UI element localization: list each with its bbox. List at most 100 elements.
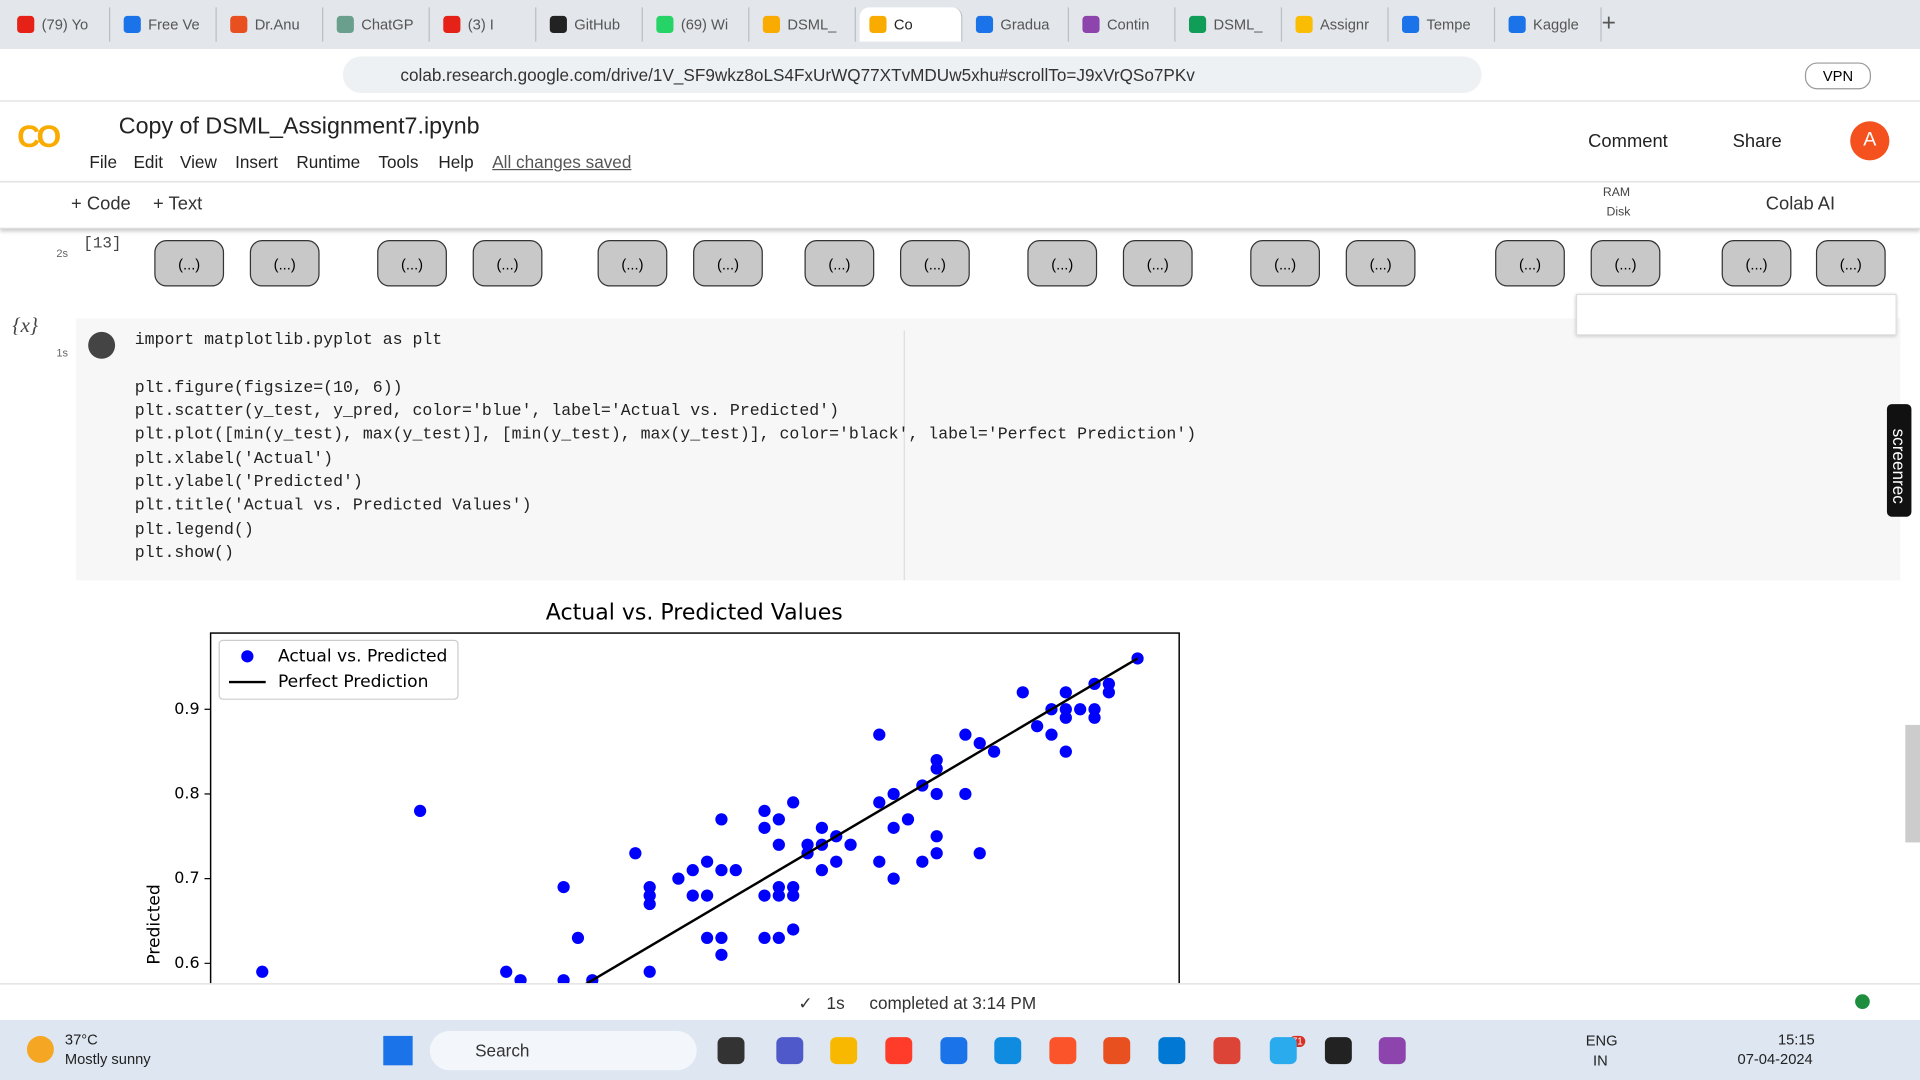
point [758,804,771,818]
share[interactable]: Share [1732,131,1782,152]
browser-tab[interactable]: Free Ve [114,7,217,42]
app-icon[interactable] [1324,1037,1352,1065]
browser-tab[interactable]: Tempe [1392,7,1496,42]
app-icon[interactable] [830,1037,858,1065]
menu-item[interactable]: Help [438,151,474,172]
avatar[interactable]: A [1850,121,1890,161]
search-box[interactable] [429,1031,697,1071]
code-line: plt.scatter(y_test, y_pred, color='blue'… [134,402,840,422]
app-icon[interactable] [1269,1037,1297,1065]
point [1102,686,1115,699]
app-icon[interactable] [994,1037,1022,1065]
point [514,974,527,984]
menu-item[interactable]: View [180,151,217,172]
browser-tab[interactable]: Kaggle [1499,7,1602,42]
chart-title: Actual vs. Predicted Values [546,600,843,625]
add-code[interactable]: + Code [71,193,131,215]
browser-tab[interactable]: Dr.Anu [220,7,324,42]
save-status[interactable]: All changes saved [492,151,632,172]
point [787,880,800,894]
code-line: plt.plot([min(y_test), max(y_test)], [mi… [134,426,1197,445]
code-line: plt.figure(figsize=(10, 6)) [134,379,403,398]
app-icon[interactable] [940,1037,968,1065]
point [815,821,829,834]
vpn[interactable]: VPN [1804,62,1872,90]
app-icon[interactable] [1213,1037,1241,1065]
start-button[interactable] [383,1035,413,1066]
colab-ai[interactable]: Colab AI [1765,193,1836,215]
point [629,847,642,860]
code-line: plt.show() [134,545,234,564]
url[interactable]: colab.research.google.com/drive/1V_SF9wk… [400,64,1195,85]
scrollbar[interactable] [1905,724,1920,843]
browser-tab[interactable]: Gradua [966,7,1069,42]
browser-tab[interactable]: GitHub [540,7,643,42]
comment[interactable]: Comment [1588,131,1668,152]
point [844,838,857,851]
exec-time: 1s [56,346,68,359]
menu-item[interactable]: File [89,151,118,172]
screenrec[interactable]: screenrec [1889,428,1909,504]
point [1102,677,1115,690]
variables-icon[interactable]: {x} [12,313,39,337]
language[interactable]: ENG [1585,1032,1618,1050]
point [873,728,886,741]
notebook-title[interactable]: Copy of DSML_Assignment7.ipynb [118,113,480,140]
tree-node: (...) [1815,240,1886,287]
y-tick-label: 0.9 [174,699,199,718]
point [959,728,972,741]
browser-tab[interactable]: Co [859,7,963,42]
point [1088,703,1101,716]
date[interactable]: 07-04-2024 [1737,1050,1813,1068]
menu-item[interactable]: Edit [133,151,164,172]
point [256,965,269,978]
region[interactable]: IN [1593,1051,1608,1069]
url-box[interactable] [342,56,1482,94]
add-text[interactable]: + Text [153,193,203,215]
browser-tab[interactable]: ChatGP [327,7,430,42]
app-icon[interactable] [1158,1037,1186,1065]
run-button[interactable] [88,331,116,359]
y-tick-label: 0.6 [174,953,199,972]
point [830,855,843,868]
screenrec-badge[interactable] [1886,404,1912,517]
legend-label: Actual vs. Predicted [278,646,447,666]
app-icon[interactable] [1049,1037,1077,1065]
app-icon[interactable] [885,1037,913,1065]
browser-tab[interactable]: Assignr [1286,7,1389,42]
browser-tab[interactable]: (79) Yo [7,7,111,42]
point [643,889,656,902]
app-icon[interactable] [1103,1037,1131,1065]
point [758,889,771,902]
point [815,864,829,877]
point [887,872,900,885]
app-icon[interactable] [776,1037,804,1065]
browser-tab[interactable]: DSML_ [1179,7,1283,42]
menu-item[interactable]: Insert [235,151,278,172]
search[interactable]: Search [475,1040,530,1061]
point [987,745,1001,758]
browser-tab[interactable]: Contin [1073,7,1176,42]
point [1031,720,1044,733]
exec-time: 2s [56,247,68,260]
clock[interactable]: 15:15 [1777,1031,1815,1049]
line [584,657,1139,984]
tree-node: (...) [900,240,970,287]
point [1059,703,1072,716]
app-icon[interactable] [717,1037,745,1065]
browser-tab[interactable]: (3) I [433,7,537,42]
point [1059,686,1072,699]
browser-tab[interactable]: (69) Wi [647,7,750,42]
point [930,787,943,801]
menu-item[interactable]: Runtime [296,151,361,172]
plot-frame [209,632,1180,984]
menu-item[interactable]: Tools [378,151,419,172]
app-icon[interactable] [1378,1037,1406,1065]
logo[interactable]: CO [17,117,61,155]
browser-tab[interactable]: DSML_ [753,7,856,42]
point [1045,728,1058,741]
ram-label: RAM [1602,186,1631,200]
new-tab[interactable]: + [1601,9,1616,37]
point [1074,703,1087,716]
legend-swatch [241,650,254,663]
